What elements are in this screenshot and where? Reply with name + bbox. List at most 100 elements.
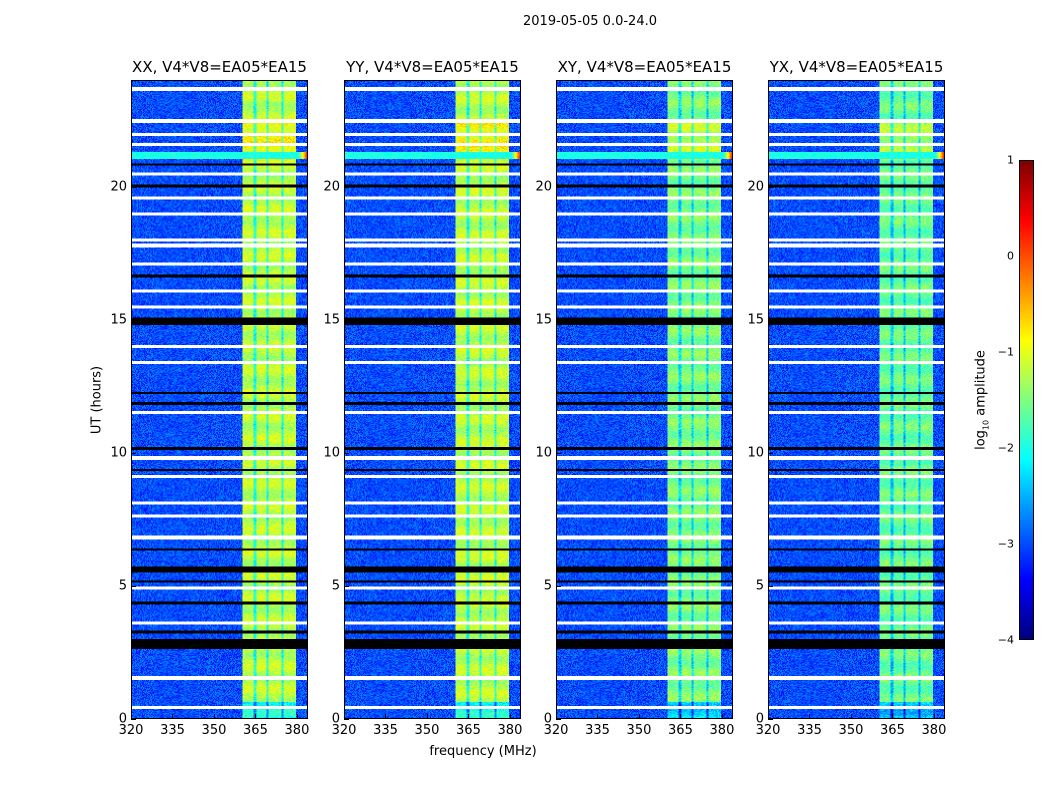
y-tick-label: 0 bbox=[755, 711, 764, 727]
y-tick-mark bbox=[344, 319, 349, 321]
x-tick-label: 320 bbox=[755, 723, 781, 738]
x-tick-label: 380 bbox=[709, 723, 735, 738]
spectrogram-panel bbox=[344, 80, 521, 719]
y-tick-label: 15 bbox=[747, 312, 764, 328]
colorbar-tick-label: −2 bbox=[997, 441, 1014, 455]
y-tick-label: 20 bbox=[747, 179, 764, 194]
y-tick-mark bbox=[556, 719, 561, 720]
colorbar-label: log10 amplitude bbox=[973, 350, 991, 450]
heatmap-image bbox=[769, 81, 944, 718]
x-tick-mark bbox=[933, 714, 935, 719]
y-tick-label: 5 bbox=[755, 578, 764, 594]
y-tick-label: 5 bbox=[331, 578, 340, 594]
x-tick-label: 350 bbox=[201, 723, 227, 738]
y-tick-mark bbox=[131, 319, 136, 321]
y-tick-mark bbox=[131, 719, 136, 720]
panel-title: YX, V4*V8=EA05*EA15 bbox=[769, 58, 944, 76]
x-tick-label: 335 bbox=[797, 723, 822, 738]
y-tick-label: 20 bbox=[110, 179, 127, 194]
y-tick-mark bbox=[131, 585, 136, 587]
x-tick-mark bbox=[213, 714, 215, 719]
colorbar-tick-label: 1 bbox=[1007, 153, 1014, 167]
y-tick-label: 15 bbox=[535, 312, 552, 328]
colorbar-tick-label: −3 bbox=[997, 537, 1014, 551]
x-tick-mark bbox=[385, 714, 387, 719]
x-tick-label: 350 bbox=[414, 723, 440, 738]
y-tick-mark bbox=[768, 585, 773, 587]
spectrogram-panel bbox=[556, 80, 733, 719]
y-tick-mark bbox=[768, 319, 773, 321]
panel-title: XY, V4*V8=EA05*EA15 bbox=[557, 58, 732, 76]
y-tick-label: 15 bbox=[323, 312, 340, 328]
spectrogram-panel bbox=[131, 80, 308, 719]
panel-title: XX, V4*V8=EA05*EA15 bbox=[132, 58, 307, 76]
y-tick-mark bbox=[556, 186, 561, 188]
y-tick-mark bbox=[556, 452, 561, 454]
y-tick-mark bbox=[131, 452, 136, 454]
x-tick-label: 335 bbox=[585, 723, 610, 738]
x-tick-mark bbox=[850, 714, 852, 719]
x-tick-label: 320 bbox=[118, 723, 144, 738]
x-tick-mark bbox=[638, 714, 640, 719]
y-tick-mark bbox=[768, 452, 773, 454]
x-tick-mark bbox=[131, 714, 132, 719]
x-tick-mark bbox=[892, 714, 894, 719]
x-tick-mark bbox=[172, 714, 174, 719]
y-tick-label: 10 bbox=[110, 445, 127, 461]
x-tick-label: 350 bbox=[626, 723, 652, 738]
x-tick-label: 320 bbox=[543, 723, 569, 738]
x-tick-mark bbox=[721, 714, 723, 719]
y-tick-label: 5 bbox=[118, 578, 127, 594]
x-tick-mark bbox=[509, 714, 511, 719]
y-tick-label: 10 bbox=[323, 445, 340, 461]
x-tick-mark bbox=[809, 714, 811, 719]
y-tick-label: 10 bbox=[747, 445, 764, 461]
x-tick-mark bbox=[344, 714, 345, 719]
y-tick-mark bbox=[768, 186, 773, 188]
heatmap-image bbox=[345, 81, 520, 718]
x-tick-mark bbox=[255, 714, 257, 719]
x-axis-label: frequency (MHz) bbox=[429, 744, 537, 759]
x-tick-mark bbox=[768, 714, 769, 719]
x-tick-mark bbox=[296, 714, 298, 719]
y-tick-mark bbox=[556, 319, 561, 321]
y-tick-label: 0 bbox=[543, 711, 552, 727]
y-tick-mark bbox=[344, 186, 349, 188]
x-tick-mark bbox=[426, 714, 428, 719]
x-tick-mark bbox=[556, 714, 557, 719]
colorbar-tick-label: −1 bbox=[997, 345, 1014, 359]
heatmap-image bbox=[132, 81, 307, 718]
x-tick-label: 380 bbox=[921, 723, 947, 738]
spectrogram-panel bbox=[768, 80, 945, 719]
x-tick-label: 365 bbox=[243, 723, 268, 738]
heatmap-image bbox=[557, 81, 732, 718]
y-tick-mark bbox=[768, 719, 773, 720]
y-axis-label: UT (hours) bbox=[89, 365, 105, 435]
x-tick-label: 380 bbox=[284, 723, 310, 738]
x-tick-label: 320 bbox=[331, 723, 357, 738]
y-tick-label: 20 bbox=[323, 179, 340, 194]
y-tick-mark bbox=[344, 585, 349, 587]
colorbar-tick-label: 0 bbox=[1007, 249, 1014, 263]
x-tick-label: 380 bbox=[497, 723, 523, 738]
y-tick-label: 0 bbox=[331, 711, 340, 727]
x-tick-label: 365 bbox=[880, 723, 905, 738]
y-tick-mark bbox=[556, 585, 561, 587]
y-tick-mark bbox=[131, 186, 136, 188]
y-tick-label: 10 bbox=[535, 445, 552, 461]
x-tick-label: 335 bbox=[373, 723, 398, 738]
x-tick-label: 365 bbox=[668, 723, 693, 738]
x-tick-mark bbox=[680, 714, 682, 719]
y-tick-label: 5 bbox=[543, 578, 552, 594]
figure-title: 2019-05-05 0.0-24.0 bbox=[523, 14, 657, 29]
x-tick-label: 335 bbox=[160, 723, 185, 738]
panel-title: YY, V4*V8=EA05*EA15 bbox=[346, 58, 519, 76]
y-tick-label: 0 bbox=[118, 711, 127, 727]
colorbar bbox=[1019, 160, 1034, 640]
x-tick-mark bbox=[468, 714, 470, 719]
y-tick-mark bbox=[344, 452, 349, 454]
x-tick-label: 365 bbox=[456, 723, 481, 738]
y-tick-label: 20 bbox=[535, 179, 552, 194]
x-tick-mark bbox=[597, 714, 599, 719]
